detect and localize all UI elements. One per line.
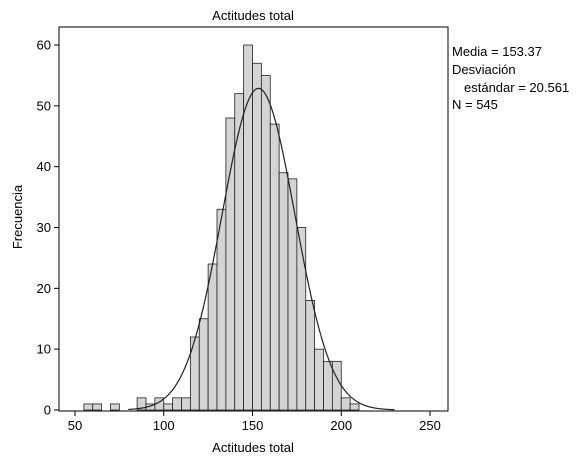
y-axis: 0 10 20 30 40 50 60 [37, 38, 59, 418]
plot-frame [58, 26, 449, 412]
histogram-bar [305, 300, 316, 411]
histogram-bar [92, 403, 103, 411]
histogram-bar [83, 403, 94, 411]
chart-title: Actitudes total [212, 8, 294, 23]
histogram-bar [269, 123, 280, 411]
histogram-bar [349, 403, 360, 411]
histogram-bar [287, 178, 298, 411]
histogram-bar [314, 348, 324, 411]
histogram-bar [207, 263, 218, 411]
y-tick-label: 0 [44, 403, 51, 418]
histogram-bar [216, 208, 227, 411]
x-axis-label: Actitudes total [212, 440, 294, 455]
x-tick-label: 150 [242, 418, 264, 433]
histogram-bar [340, 397, 351, 411]
histogram-bar [181, 397, 191, 411]
y-tick-label: 10 [37, 342, 51, 357]
histogram-bar [252, 62, 262, 411]
stat-sd-line1: Desviación [452, 62, 516, 77]
stat-sd-line2: estándar = 20.561 [464, 80, 570, 95]
y-tick-label: 50 [37, 98, 51, 113]
histogram-bar [172, 397, 182, 411]
histogram-bar [323, 360, 333, 411]
x-axis: 50 100 150 200 250 [68, 411, 441, 433]
histogram-bars [83, 44, 360, 411]
x-tick-label: 200 [330, 418, 352, 433]
normal-curve [128, 87, 395, 411]
histogram-bar [225, 117, 236, 411]
histogram-bar [260, 75, 271, 411]
stat-n: N = 545 [452, 97, 498, 112]
y-tick-label: 20 [37, 281, 51, 296]
histogram-bar [278, 172, 289, 411]
x-tick-label: 100 [153, 418, 175, 433]
y-tick-label: 60 [37, 38, 51, 53]
y-tick-label: 30 [37, 220, 51, 235]
y-axis-label: Frecuencia [10, 184, 25, 249]
x-tick-label: 50 [68, 418, 82, 433]
x-tick-label: 250 [419, 418, 441, 433]
histogram-bar [331, 360, 342, 411]
stat-mean: Media = 153.37 [452, 44, 542, 59]
histogram-bar [163, 403, 174, 411]
histogram-bar [296, 227, 307, 411]
histogram-bar [198, 318, 209, 411]
y-tick-label: 40 [37, 159, 51, 174]
histogram-bar [110, 403, 120, 411]
